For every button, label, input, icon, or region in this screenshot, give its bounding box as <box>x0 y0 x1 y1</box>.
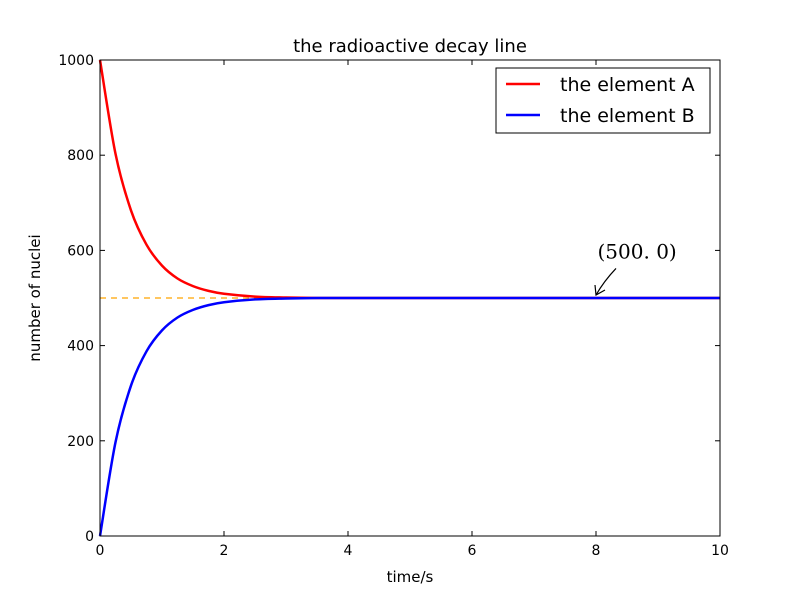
annotation-text: (500. 0) <box>598 239 677 263</box>
y-tick-label: 600 <box>67 243 94 259</box>
legend-label-element-b: the element B <box>560 105 695 127</box>
legend: the element A the element B <box>495 67 711 134</box>
legend-label-element-a: the element A <box>560 74 695 96</box>
x-tick-label: 2 <box>220 543 229 559</box>
x-tick-label: 4 <box>344 543 353 559</box>
y-tick-label: 1000 <box>58 53 94 69</box>
x-axis-label: time/s <box>387 568 434 586</box>
annotation-arrowhead <box>594 284 606 296</box>
annotation: (500. 0) <box>594 239 677 296</box>
legend-box <box>495 67 711 134</box>
y-axis-label: number of nuclei <box>26 234 44 361</box>
chart-title: the radioactive decay line <box>293 36 527 57</box>
plot-frame <box>99 59 721 537</box>
series-line-element-b <box>98 296 720 537</box>
x-tick-label: 6 <box>468 543 477 559</box>
series-group <box>98 59 720 537</box>
x-axis-ticks: 0 2 4 6 8 10 <box>96 60 729 559</box>
y-axis-ticks: 0 200 400 600 800 1000 <box>58 53 720 545</box>
y-tick-label: 400 <box>67 339 94 355</box>
annotation-arrow <box>595 267 617 296</box>
y-tick-label: 0 <box>85 529 94 545</box>
y-tick-label: 800 <box>67 148 94 164</box>
x-tick-label: 8 <box>592 543 601 559</box>
y-tick-label: 200 <box>67 434 94 450</box>
x-tick-label: 0 <box>96 543 105 559</box>
x-tick-label: 10 <box>711 543 729 559</box>
